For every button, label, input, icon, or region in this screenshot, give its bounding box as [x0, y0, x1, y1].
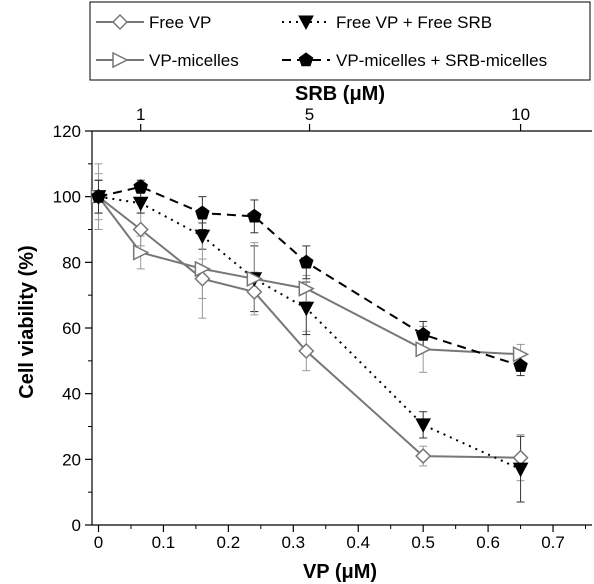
legend-marker [298, 52, 314, 67]
data-point [512, 449, 529, 466]
data-point [194, 229, 211, 245]
data-point [415, 326, 431, 341]
data-point [415, 447, 432, 465]
data-point [298, 280, 315, 297]
y-tick-label: 40 [62, 385, 81, 404]
x-tick-label: 0.5 [411, 533, 435, 552]
legend-label: VP-micelles [149, 51, 239, 70]
series-line-4 [98, 185, 521, 367]
data-point [195, 205, 210, 220]
x-axis-title: VP (μM) [303, 561, 377, 583]
legend-marker [112, 51, 129, 69]
data-point [132, 221, 149, 238]
data-markers [90, 179, 530, 478]
x-tick-label: 0.2 [217, 533, 241, 552]
data-point [246, 270, 264, 287]
x-tick-label: 0.3 [281, 533, 305, 552]
y-tick-label: 120 [53, 122, 81, 141]
data-point [512, 462, 529, 478]
y-tick-label: 60 [62, 319, 81, 338]
data-point [194, 270, 211, 287]
data-point [133, 179, 148, 193]
legend-marker [298, 15, 314, 31]
series-lines [97, 185, 522, 471]
data-point [132, 244, 150, 261]
legend-label: Free VP [149, 13, 211, 32]
data-point [194, 260, 212, 278]
data-point [298, 342, 315, 360]
y-tick-label: 100 [53, 188, 81, 207]
data-point [415, 418, 432, 433]
series-line-2 [98, 195, 522, 471]
x-tick-label: 0.4 [346, 533, 370, 552]
y-axis-title: Cell viability (%) [16, 245, 38, 398]
error-bars [94, 163, 525, 503]
top-axis-title: SRB (μM) [295, 83, 385, 105]
legend-label: VP-micelles + SRB-micelles [336, 51, 547, 70]
x-tick-label: 0.1 [152, 533, 176, 552]
y-tick-label: 80 [62, 253, 81, 272]
data-point [132, 196, 149, 212]
data-point [298, 301, 315, 317]
y-tick-label: 0 [72, 516, 81, 535]
data-point [299, 254, 314, 269]
legend-box [89, 1, 591, 81]
data-point [91, 189, 106, 203]
data-point [512, 346, 530, 363]
data-point [415, 341, 432, 358]
top-tick-label: 1 [136, 105, 145, 124]
y-tick-label: 20 [62, 450, 81, 469]
top-tick-label: 10 [511, 105, 530, 124]
legend: Free VP Free VP + Free SRB VP-micelles VP-m… [89, 1, 591, 81]
x-tick-label: 0 [94, 533, 103, 552]
axes: 0 0.1 0.2 0.3 0.4 0.5 0.6 0.7 0 20 40 60 80 100 120 1 5 1… [53, 105, 592, 552]
series-line-1 [97, 195, 521, 459]
data-point [247, 208, 262, 223]
x-tick-label: 0.7 [541, 533, 565, 552]
legend-marker [111, 13, 129, 31]
data-point [246, 283, 263, 300]
top-tick-label: 5 [305, 105, 314, 124]
legend-label: Free VP + Free SRB [336, 13, 492, 32]
x-tick-label: 0.6 [476, 533, 500, 552]
data-point [513, 358, 528, 372]
